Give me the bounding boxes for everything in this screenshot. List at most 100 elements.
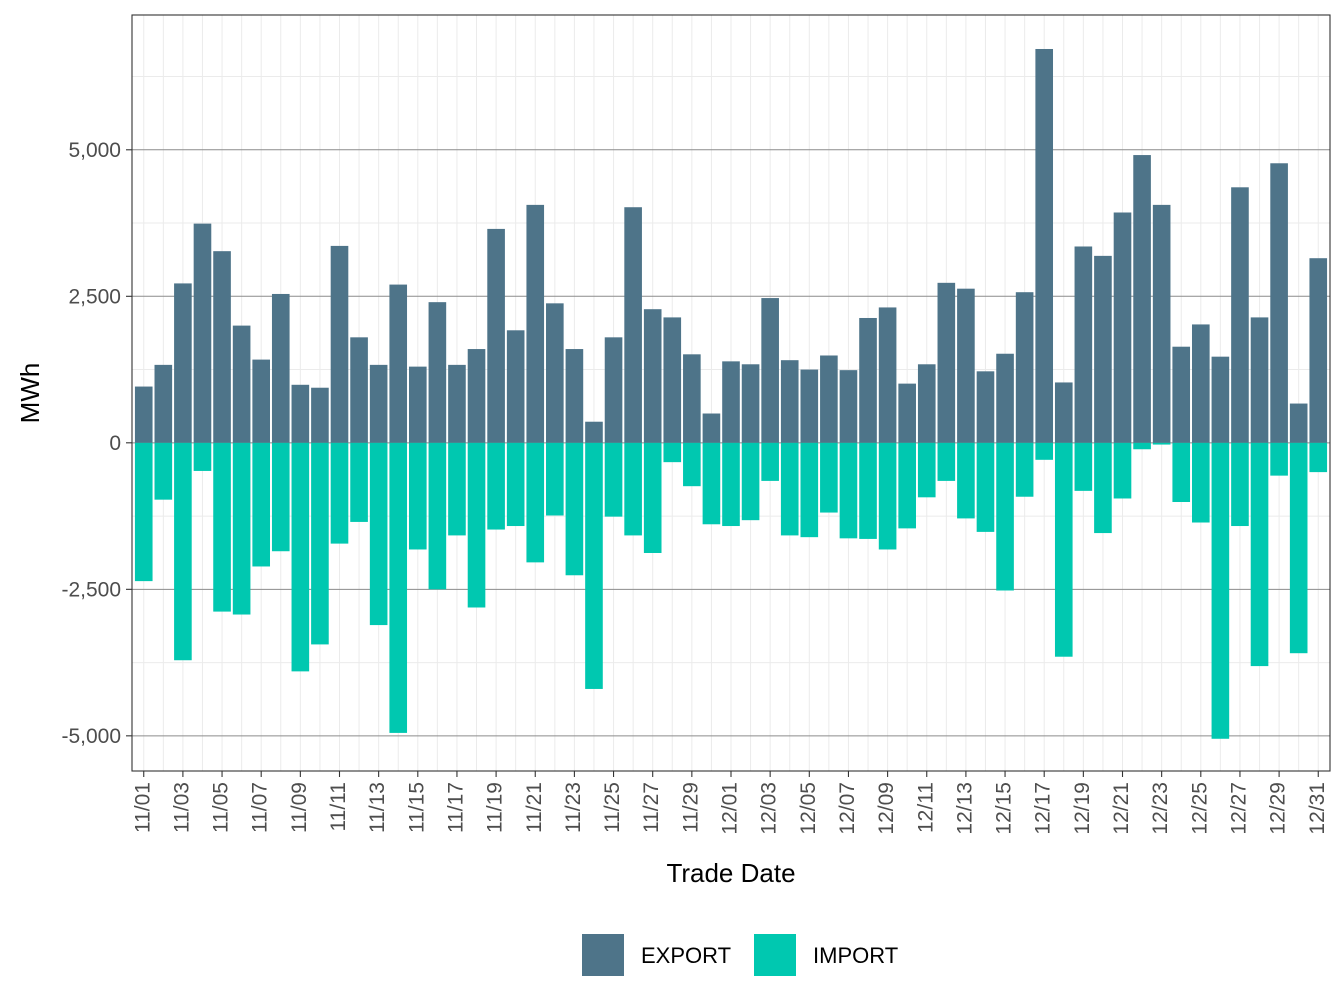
import-bar: [1289, 442, 1308, 654]
x-tick-label: 12/29: [1267, 782, 1290, 835]
import-bar: [1113, 442, 1132, 499]
export-bar: [311, 387, 329, 443]
export-bar: [663, 317, 682, 443]
x-axis: 11/01 11/03 11/05 11/07 11/09 11/11 11/13 11/15…: [131, 771, 1329, 835]
import-bar: [624, 442, 642, 536]
import-bar: [585, 442, 603, 689]
export-bar: [702, 413, 721, 443]
export-bar: [683, 354, 701, 443]
export-bar: [898, 383, 916, 443]
import-bar: [839, 442, 858, 539]
import-bar: [526, 442, 545, 563]
export-bar: [330, 245, 349, 443]
export-bar: [369, 364, 388, 443]
import-bar: [291, 442, 310, 672]
export-bar: [546, 303, 564, 443]
y-tick-label: 0: [109, 432, 121, 455]
export-bar: [389, 284, 408, 443]
x-tick-label: 12/15: [993, 782, 1016, 835]
x-tick-label: 12/25: [1188, 782, 1211, 835]
export-bar: [1211, 356, 1230, 443]
import-bar: [350, 442, 368, 522]
x-tick-label: 12/19: [1071, 782, 1094, 835]
export-bar: [467, 349, 486, 443]
export-bar: [604, 337, 623, 443]
x-tick-label: 11/11: [327, 782, 350, 831]
export-bar: [408, 366, 427, 443]
x-tick-label: 11/17: [444, 782, 467, 833]
import-bar: [1094, 442, 1112, 534]
x-tick-label: 11/29: [679, 782, 702, 833]
import-bar: [487, 442, 505, 530]
import-bar: [604, 442, 623, 517]
export-bar: [1133, 155, 1151, 443]
import-bar: [232, 442, 251, 615]
import-bar: [1133, 442, 1151, 450]
export-bar: [1054, 382, 1073, 443]
import-bar: [369, 442, 388, 626]
export-bar: [1231, 187, 1249, 443]
import-bar: [898, 442, 916, 529]
export-bar: [1270, 163, 1288, 443]
x-tick-label: 12/09: [875, 782, 898, 835]
x-tick-label: 12/17: [1032, 782, 1055, 835]
export-bar: [526, 204, 545, 443]
import-bar: [1152, 442, 1171, 445]
import-bar: [330, 442, 349, 544]
legend-key-import: [754, 934, 796, 976]
legend-label-export: EXPORT: [641, 943, 731, 968]
import-bar: [996, 442, 1014, 591]
export-bar: [624, 207, 642, 443]
export-bar: [271, 293, 290, 443]
x-tick-label: 12/23: [1149, 782, 1172, 835]
import-bar: [1054, 442, 1073, 657]
export-bar: [585, 421, 603, 443]
x-tick-label: 12/01: [719, 782, 742, 835]
import-bar: [1309, 442, 1328, 473]
export-bar: [839, 370, 858, 443]
bars: [134, 48, 1328, 739]
export-bar: [800, 369, 819, 443]
import-bar: [154, 442, 173, 500]
x-tick-label: 11/25: [601, 782, 624, 833]
import-bar: [917, 442, 936, 498]
export-bar: [761, 298, 779, 443]
x-tick-label: 11/13: [366, 782, 389, 833]
import-bar: [780, 442, 799, 536]
export-bar: [1113, 212, 1132, 443]
x-tick-label: 11/23: [562, 782, 585, 833]
export-bar: [976, 371, 995, 443]
import-bar: [820, 442, 838, 513]
export-bar: [291, 384, 310, 443]
import-bar: [174, 442, 192, 661]
import-bar: [643, 442, 662, 553]
import-bar: [252, 442, 271, 567]
export-bar: [741, 364, 760, 443]
import-bar: [1035, 442, 1054, 460]
import-bar: [937, 442, 956, 481]
import-bar: [408, 442, 427, 550]
import-bar: [741, 442, 760, 521]
export-bar: [1191, 324, 1210, 443]
export-bar: [1250, 317, 1269, 443]
x-tick-label: 11/19: [484, 782, 507, 833]
y-tick-label: -2,500: [61, 578, 121, 601]
import-bar: [761, 442, 779, 481]
y-tick-label: 5,000: [68, 139, 121, 162]
import-bar: [1270, 442, 1288, 476]
import-bar: [193, 442, 212, 471]
export-bar: [996, 353, 1014, 443]
import-bar: [800, 442, 819, 538]
export-bar: [1035, 48, 1054, 443]
import-bar: [1074, 442, 1093, 491]
import-bar: [389, 442, 408, 733]
export-bar: [1015, 292, 1034, 443]
import-bar: [702, 442, 721, 525]
import-bar: [722, 442, 740, 527]
legend-label-import: IMPORT: [813, 943, 898, 968]
export-bar: [1152, 204, 1171, 443]
y-axis-title: MWh: [15, 363, 45, 424]
export-bar: [957, 288, 975, 443]
import-bar: [1231, 442, 1249, 527]
